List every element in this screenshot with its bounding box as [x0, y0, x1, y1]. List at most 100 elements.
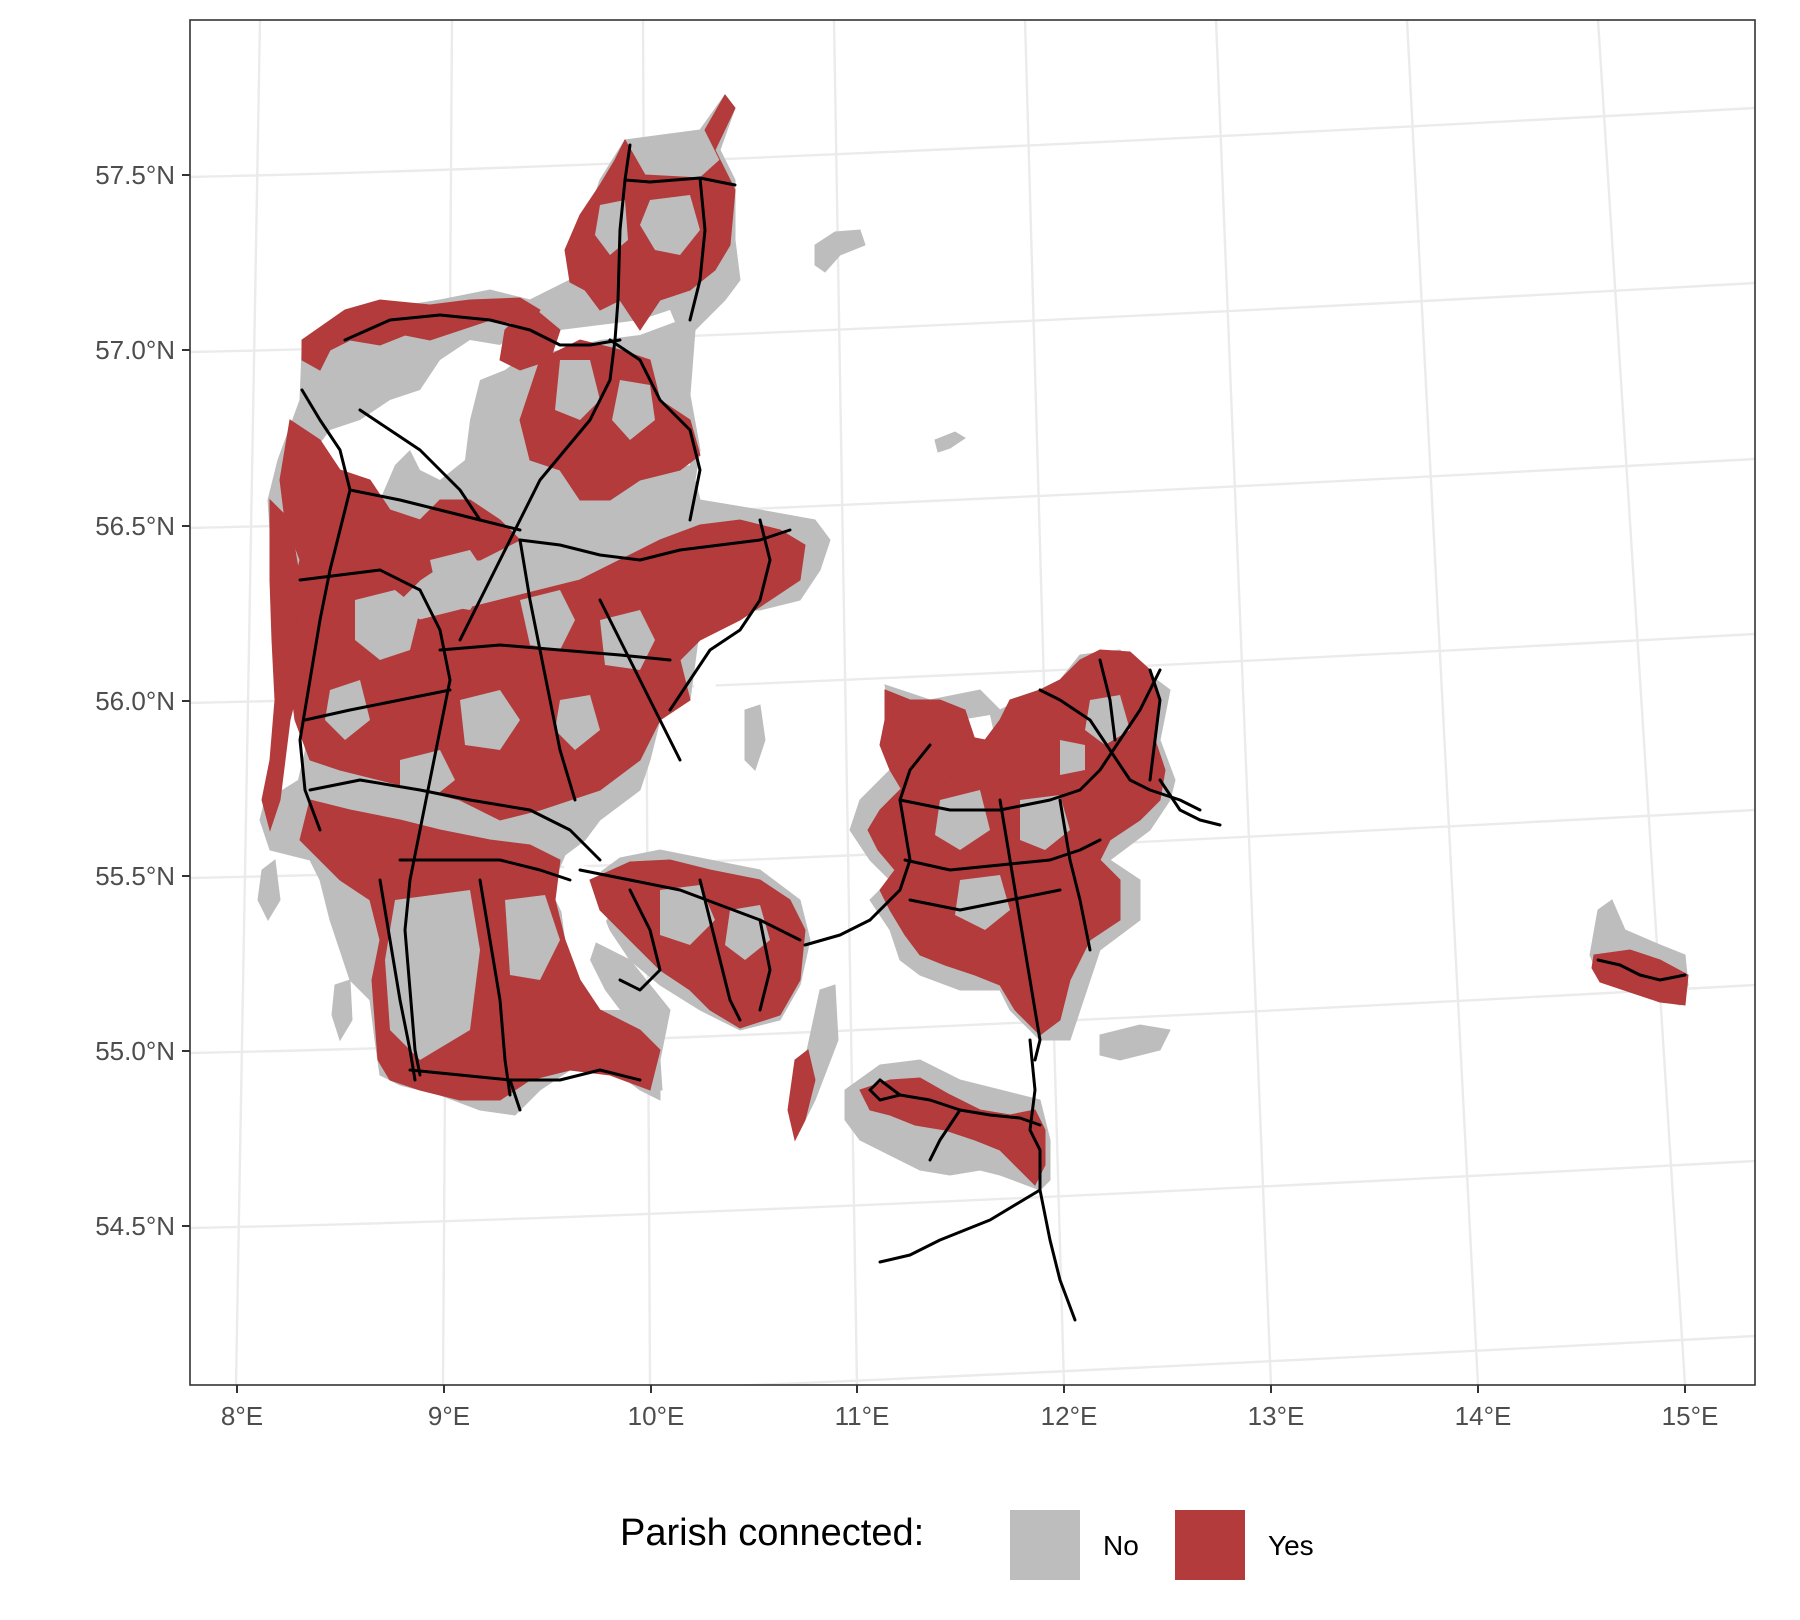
unconnected-pocket — [505, 895, 560, 980]
railway-line — [1038, 688, 1202, 812]
railway-line — [438, 643, 672, 662]
x-axis-tick-label: 15°E — [1662, 1401, 1719, 1431]
railway-line — [508, 1078, 522, 1112]
legend-title: Parish connected: — [620, 1512, 924, 1554]
railway-line — [998, 798, 1042, 1062]
connected-parishes-west-jutland — [261, 498, 301, 832]
railway-line — [868, 743, 932, 922]
unconnected-pocket — [555, 695, 600, 750]
unconnected-pocket — [640, 195, 700, 255]
graticule-meridian-14 — [1405, 20, 1480, 1385]
railway-line — [518, 538, 577, 802]
railway-line — [298, 388, 352, 832]
railway-line — [868, 1078, 902, 1102]
mon-land — [1099, 1024, 1171, 1061]
railway-line — [618, 888, 662, 992]
graticule-parallel-54-0 — [725, 1334, 1755, 1385]
railway-line — [1028, 1038, 1042, 1192]
railway-line — [1158, 778, 1222, 827]
railway-line — [598, 598, 682, 762]
y-axis: 57.5°N 57.0°N 56.5°N 56.0°N 55.5°N 55.0°… — [95, 160, 190, 1241]
railway-line — [518, 528, 792, 562]
railway-line — [303, 688, 452, 722]
anholt-land — [934, 431, 966, 453]
x-axis-tick-label: 12°E — [1041, 1401, 1098, 1431]
x-axis-tick-label: 9°E — [428, 1401, 470, 1431]
railway-line — [803, 918, 872, 947]
kattegat-bay-water — [680, 640, 720, 780]
plot-panel-border — [189, 19, 1756, 1386]
railway-line — [1098, 658, 1117, 742]
unconnected-pocket — [660, 885, 715, 945]
railway-line — [403, 678, 452, 1077]
railway-line — [408, 1068, 642, 1082]
railway-network — [298, 143, 1687, 1322]
railway-line — [928, 1108, 962, 1162]
unconnected-pocket — [955, 875, 1010, 930]
unconnected-pocket — [935, 790, 990, 850]
graticule-meridian-13 — [1214, 20, 1273, 1385]
graticule-meridian-15 — [1596, 20, 1687, 1385]
y-axis-tick-label: 56.5°N — [95, 511, 175, 541]
y-axis-tick-label: 57.5°N — [95, 160, 175, 190]
railway-line — [903, 838, 1102, 872]
graticule-parallel-54-5 — [190, 1159, 1755, 1230]
limfjord-water — [300, 310, 675, 510]
railway-line — [878, 1188, 1042, 1264]
railway-line — [578, 868, 802, 942]
railway-line — [698, 878, 742, 1022]
railway-line — [898, 668, 1162, 812]
unconnected-pocket — [1020, 795, 1070, 850]
railway-line — [458, 378, 612, 642]
connected-parishes-north-coast — [301, 297, 541, 371]
fano-land — [257, 859, 281, 922]
legend: Parish connected: No Yes — [620, 1510, 1314, 1580]
railway-line — [688, 176, 707, 322]
railway-line — [758, 918, 772, 1012]
railway-line — [1058, 798, 1092, 952]
legend-swatch-yes — [1175, 1510, 1245, 1580]
railway-line — [623, 176, 737, 187]
connected-parishes-langeland — [787, 1049, 816, 1142]
unconnected-pocket — [355, 590, 420, 660]
railway-line — [348, 488, 522, 532]
railway-line — [308, 778, 602, 862]
unconnected-pocket — [460, 690, 520, 750]
unconnected-pocket — [520, 590, 575, 650]
x-axis: 8°E 9°E 10°E 11°E 12°E 13°E 14°E 15°E — [221, 1385, 1718, 1431]
railway-line — [298, 568, 452, 682]
railway-line — [608, 143, 632, 382]
railway-line — [398, 858, 572, 882]
connected-parishes-west-zealand — [879, 689, 976, 796]
samso-land — [744, 704, 766, 771]
legend-swatch-no — [1010, 1510, 1080, 1580]
y-axis-tick-label: 55.0°N — [95, 1036, 175, 1066]
railway-line — [1038, 1188, 1077, 1322]
x-axis-tick-label: 8°E — [221, 1401, 263, 1431]
legend-label-yes: Yes — [1268, 1530, 1314, 1561]
unconnected-pocket — [430, 550, 490, 610]
railway-line — [358, 408, 482, 522]
railway-line — [343, 313, 622, 347]
legend-label-no: No — [1103, 1530, 1139, 1561]
railway-line — [608, 338, 702, 522]
unconnected-pocket — [385, 890, 480, 1060]
railway-line — [1596, 958, 1687, 982]
y-axis-tick-label: 57.0°N — [95, 335, 175, 365]
railway-line — [378, 878, 417, 1082]
railway-line — [668, 518, 772, 712]
railway-line — [908, 888, 1062, 912]
laeso-land — [814, 229, 866, 273]
y-axis-tick-label: 55.5°N — [95, 861, 175, 891]
x-axis-tick-label: 10°E — [628, 1401, 685, 1431]
graticule-meridian-8 — [234, 20, 262, 1385]
unconnected-pocket — [1085, 695, 1130, 745]
unconnected-pocket — [555, 360, 600, 420]
unconnected-pocket — [1060, 740, 1085, 775]
y-axis-tick-label: 54.5°N — [95, 1211, 175, 1241]
railway-line — [478, 878, 512, 1097]
x-axis-tick-label: 11°E — [835, 1401, 890, 1431]
unconnected-pockets — [325, 195, 1130, 1060]
unconnected-pocket — [612, 380, 655, 440]
